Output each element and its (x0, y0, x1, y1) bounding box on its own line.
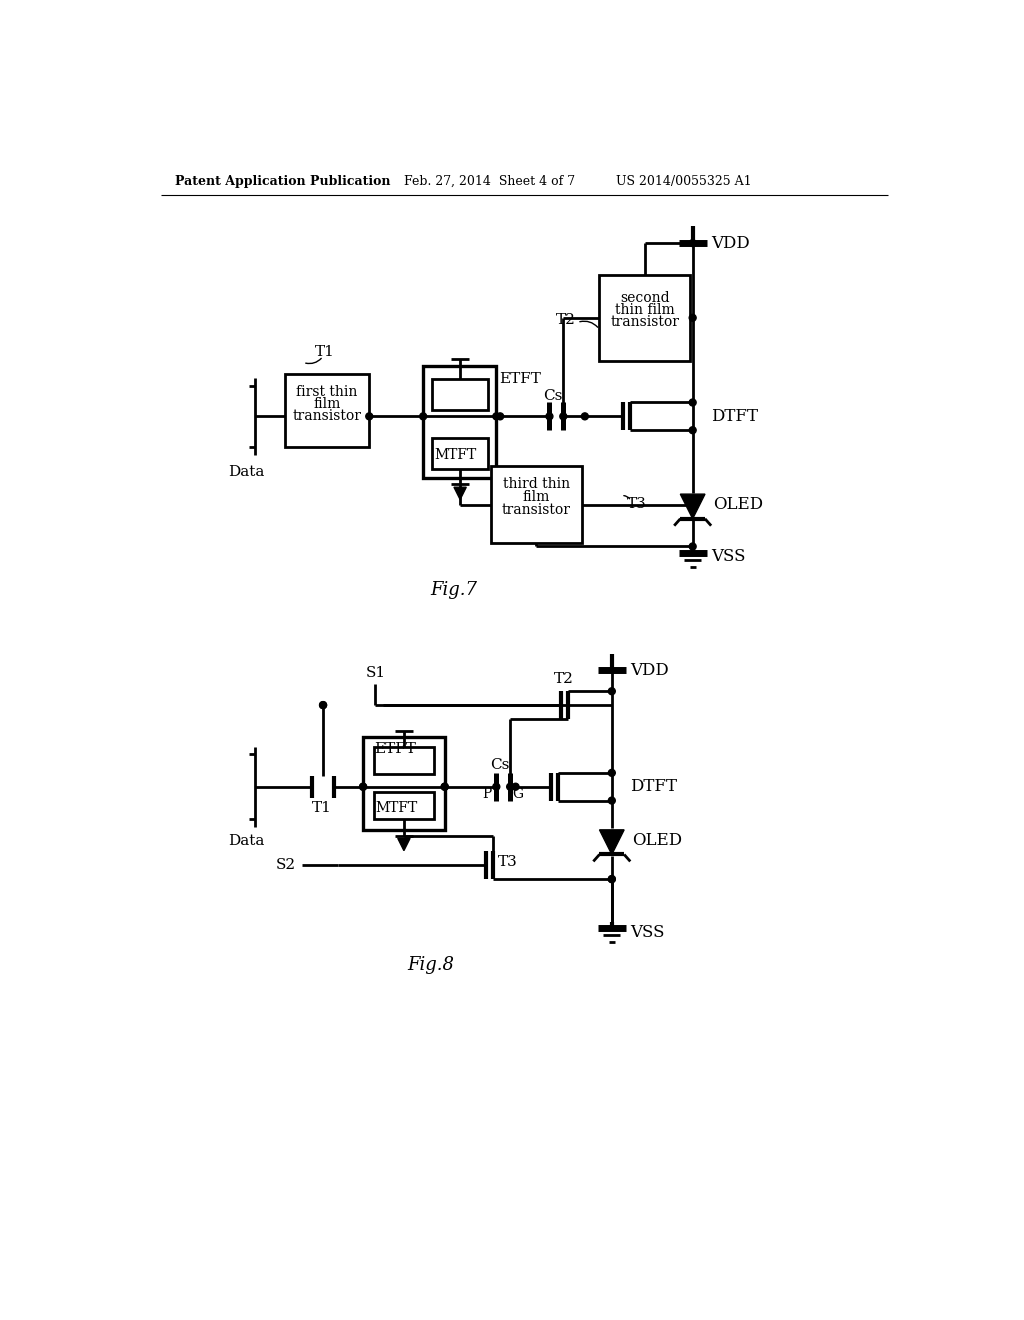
Bar (490, 466, 582, 544)
Circle shape (582, 413, 589, 420)
Text: T1: T1 (311, 801, 332, 816)
Text: film: film (522, 490, 550, 504)
Circle shape (497, 413, 504, 420)
Circle shape (608, 688, 615, 694)
Bar (374, 792, 434, 818)
Text: T2: T2 (556, 313, 575, 327)
Circle shape (366, 413, 373, 420)
Bar (599, 275, 690, 360)
Text: Feb. 27, 2014  Sheet 4 of 7: Feb. 27, 2014 Sheet 4 of 7 (403, 176, 575, 187)
Text: first thin: first thin (296, 384, 357, 399)
Circle shape (493, 783, 500, 791)
Text: MTFT: MTFT (434, 447, 476, 462)
Text: second: second (621, 290, 670, 305)
Polygon shape (454, 487, 466, 499)
Circle shape (689, 426, 696, 434)
Bar (364, 738, 444, 830)
Bar (432, 438, 487, 469)
Text: transistor: transistor (610, 315, 679, 330)
Text: VDD: VDD (631, 661, 669, 678)
Text: G: G (512, 788, 523, 801)
Text: OLED: OLED (713, 496, 763, 513)
Bar (285, 374, 370, 447)
Circle shape (608, 875, 615, 883)
Circle shape (608, 875, 615, 883)
Circle shape (689, 314, 696, 321)
Polygon shape (397, 838, 410, 850)
Circle shape (546, 413, 553, 420)
Bar (374, 747, 434, 775)
Circle shape (507, 783, 514, 791)
Circle shape (420, 413, 427, 420)
Text: T3: T3 (628, 498, 647, 511)
Circle shape (441, 783, 449, 791)
Bar (423, 367, 497, 478)
Text: T2: T2 (554, 672, 574, 686)
Text: MTFT: MTFT (376, 801, 418, 816)
Circle shape (689, 543, 696, 550)
Text: Data: Data (228, 465, 264, 479)
Text: thin film: thin film (615, 304, 675, 317)
Text: Cs: Cs (490, 758, 510, 772)
Text: ETFT: ETFT (500, 372, 542, 385)
Circle shape (493, 413, 500, 420)
Text: VSS: VSS (711, 548, 745, 565)
Circle shape (319, 702, 327, 709)
Text: Fig.8: Fig.8 (408, 957, 455, 974)
Text: DTFT: DTFT (711, 408, 758, 425)
Text: S2: S2 (276, 858, 296, 873)
Text: film: film (313, 397, 341, 411)
Text: DTFT: DTFT (631, 779, 677, 795)
Text: transistor: transistor (293, 409, 361, 424)
Text: Data: Data (228, 834, 264, 847)
Text: P: P (482, 788, 492, 801)
Text: third thin: third thin (503, 477, 570, 491)
Circle shape (689, 240, 696, 247)
Text: VDD: VDD (711, 235, 750, 252)
Circle shape (560, 413, 566, 420)
Circle shape (608, 770, 615, 776)
Text: VSS: VSS (631, 924, 665, 941)
Circle shape (689, 502, 696, 508)
Circle shape (608, 797, 615, 804)
Text: Cs: Cs (543, 389, 562, 404)
Polygon shape (599, 830, 625, 854)
Text: S1: S1 (366, 665, 385, 680)
Text: US 2014/0055325 A1: US 2014/0055325 A1 (615, 176, 752, 187)
Text: OLED: OLED (632, 832, 682, 849)
Circle shape (319, 702, 327, 709)
Text: Fig.7: Fig.7 (430, 581, 477, 598)
Circle shape (359, 783, 367, 791)
Circle shape (689, 399, 696, 407)
Text: T3: T3 (498, 855, 517, 869)
Circle shape (441, 783, 449, 791)
Text: transistor: transistor (502, 503, 570, 517)
Text: Patent Application Publication: Patent Application Publication (175, 176, 391, 187)
Text: T1: T1 (314, 346, 335, 359)
Circle shape (359, 783, 367, 791)
Circle shape (512, 783, 519, 791)
Text: ETFT: ETFT (374, 742, 416, 756)
Bar (432, 379, 487, 411)
Polygon shape (680, 494, 705, 519)
